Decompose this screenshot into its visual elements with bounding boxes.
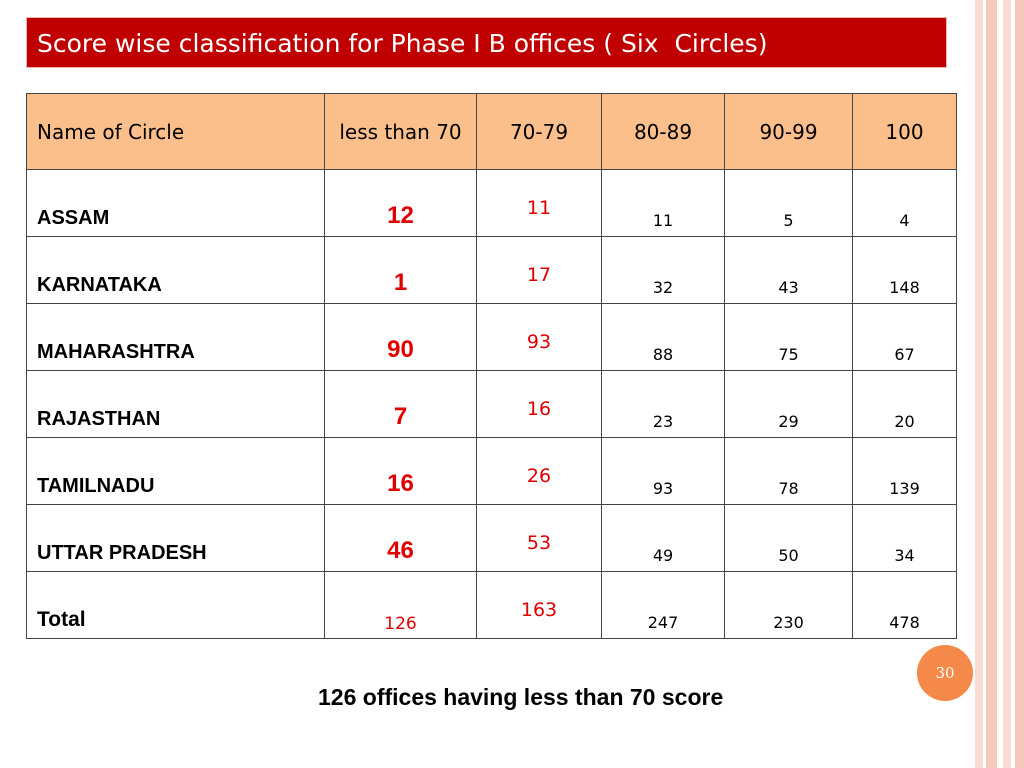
page-number-badge: 30: [917, 645, 973, 701]
circle-name-cell: MAHARASHTRA: [26, 303, 325, 371]
range-80-89-cell: 23: [601, 370, 725, 438]
score-100-cell: 4: [852, 169, 957, 237]
range-70-79-cell: 93: [476, 303, 602, 371]
range-70-79-cell: 26: [476, 437, 602, 505]
circle-name-cell: RAJASTHAN: [26, 370, 325, 438]
total-row: Total 126 163 247 230 478: [26, 571, 957, 639]
table-row: ASSAM 12 11 11 5 4: [26, 169, 957, 237]
range-80-89-cell: 49: [601, 504, 725, 572]
circle-name-cell: UTTAR PRADESH: [26, 504, 325, 572]
score-table: Name of Circle less than 70 70-79 80-89 …: [26, 93, 957, 639]
range-90-99-cell: 75: [724, 303, 853, 371]
circle-name-cell: TAMILNADU: [26, 437, 325, 505]
total-label-cell: Total: [26, 571, 325, 639]
header-90-99: 90-99: [724, 93, 853, 170]
less-than-70-cell: 12: [324, 169, 477, 237]
border-stripe-4: [1015, 0, 1024, 768]
total-80-89-cell: 247: [601, 571, 725, 639]
total-less-than-70-cell: 126: [324, 571, 477, 639]
less-than-70-cell: 16: [324, 437, 477, 505]
total-90-99-cell: 230: [724, 571, 853, 639]
range-80-89-cell: 11: [601, 169, 725, 237]
border-stripe-3: [1003, 0, 1011, 768]
border-stripe-1: [975, 0, 983, 768]
total-70-79-cell: 163: [476, 571, 602, 639]
table-row: MAHARASHTRA 90 93 88 75 67: [26, 303, 957, 371]
total-100-cell: 478: [852, 571, 957, 639]
less-than-70-cell: 7: [324, 370, 477, 438]
header-70-79: 70-79: [476, 93, 602, 170]
table-row: TAMILNADU 16 26 93 78 139: [26, 437, 957, 505]
range-90-99-cell: 50: [724, 504, 853, 572]
range-90-99-cell: 5: [724, 169, 853, 237]
range-90-99-cell: 78: [724, 437, 853, 505]
score-100-cell: 67: [852, 303, 957, 371]
range-80-89-cell: 88: [601, 303, 725, 371]
header-name-of-circle: Name of Circle: [26, 93, 325, 170]
score-100-cell: 34: [852, 504, 957, 572]
range-80-89-cell: 32: [601, 236, 725, 304]
score-100-cell: 20: [852, 370, 957, 438]
table-header-row: Name of Circle less than 70 70-79 80-89 …: [26, 93, 957, 170]
range-70-79-cell: 11: [476, 169, 602, 237]
range-90-99-cell: 29: [724, 370, 853, 438]
score-100-cell: 148: [852, 236, 957, 304]
range-70-79-cell: 53: [476, 504, 602, 572]
range-80-89-cell: 93: [601, 437, 725, 505]
range-70-79-cell: 16: [476, 370, 602, 438]
header-less-than-70: less than 70: [324, 93, 477, 170]
table-row: UTTAR PRADESH 46 53 49 50 34: [26, 504, 957, 572]
slide-title: Score wise classification for Phase I B …: [26, 17, 947, 68]
table-row: KARNATAKA 1 17 32 43 148: [26, 236, 957, 304]
less-than-70-cell: 1: [324, 236, 477, 304]
border-stripe-2: [986, 0, 997, 768]
range-70-79-cell: 17: [476, 236, 602, 304]
summary-caption: 126 offices having less than 70 score: [318, 684, 724, 710]
header-100: 100: [852, 93, 957, 170]
range-90-99-cell: 43: [724, 236, 853, 304]
header-80-89: 80-89: [601, 93, 725, 170]
score-100-cell: 139: [852, 437, 957, 505]
less-than-70-cell: 90: [324, 303, 477, 371]
circle-name-cell: ASSAM: [26, 169, 325, 237]
less-than-70-cell: 46: [324, 504, 477, 572]
circle-name-cell: KARNATAKA: [26, 236, 325, 304]
table-row: RAJASTHAN 7 16 23 29 20: [26, 370, 957, 438]
